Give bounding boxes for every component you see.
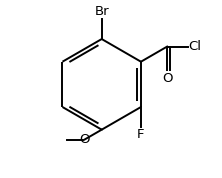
Text: Cl: Cl — [189, 40, 202, 53]
Text: F: F — [137, 128, 145, 141]
Text: O: O — [162, 72, 172, 85]
Text: O: O — [79, 133, 90, 146]
Text: Br: Br — [94, 5, 109, 18]
